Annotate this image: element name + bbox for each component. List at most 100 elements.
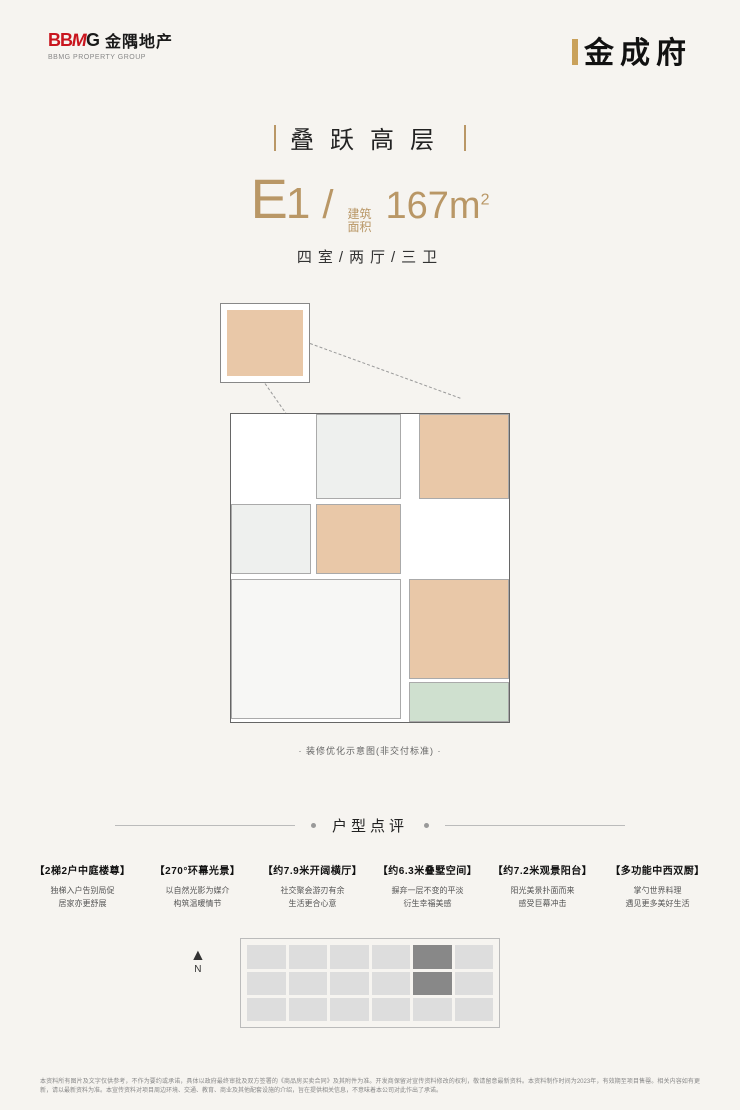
sp-cell [455, 998, 494, 1021]
review-dot-left [311, 823, 316, 828]
unit-code: E1 [251, 166, 309, 231]
room-living [231, 579, 401, 719]
review-line-right [445, 825, 625, 826]
area-sup: 2 [481, 191, 490, 208]
feature-3-p1: 社交聚会游刃有余 [281, 886, 345, 895]
feature-4-desc: 摒弃一层不变的平淡衍生幸福美感 [375, 885, 480, 911]
feature-1: 【2梯2户中庭楼尊】 独梯入户告别局促居家亦更舒展 [30, 862, 135, 911]
sp-cell [330, 998, 369, 1021]
area-num: 167 [386, 185, 449, 227]
floorplan-caption: · 装修优化示意图(非交付标准) · [190, 744, 550, 757]
title-category: 叠跃高层 [274, 120, 466, 155]
sp-cell-hl [413, 945, 452, 968]
room-bedroom-1 [419, 414, 509, 499]
feature-3-title: 【约7.9米开阔横厅】 [260, 862, 365, 877]
review-title: 户型点评 [115, 815, 625, 836]
room-config: 四室/两厅/三卫 [0, 246, 740, 267]
feature-2-desc: 以自然光影为媒介构筑温暖情节 [145, 885, 250, 911]
area-label-2: 面积 [347, 220, 371, 234]
accent-bar [572, 39, 578, 65]
floorplan-upper-level [220, 303, 310, 383]
sp-cell [247, 998, 286, 1021]
logo-left: BBMG 金隅地产 BBMG PROPERTY GROUP [48, 28, 173, 61]
sp-cell [330, 972, 369, 995]
feature-2-p1: 以自然光影为媒介 [166, 886, 230, 895]
compass-n: N [190, 964, 206, 975]
area-value: 167m2 [386, 185, 490, 228]
sp-cell [455, 945, 494, 968]
area-label: 建筑面积 [347, 208, 371, 234]
room-balcony [409, 682, 509, 722]
feature-6-p1: 掌勺世界料理 [634, 886, 682, 895]
sp-cell [455, 972, 494, 995]
logo-bb: BB [48, 30, 72, 51]
unit-number: 1 [286, 179, 308, 228]
feature-4-title: 【约6.3米叠墅空间】 [375, 862, 480, 877]
review-block: 户型点评 【2梯2户中庭楼尊】 独梯入户告别局促居家亦更舒展 【270°环幕光景… [0, 813, 740, 1029]
header: BBMG 金隅地产 BBMG PROPERTY GROUP 金成府 [0, 0, 740, 72]
sp-cell [289, 972, 328, 995]
siteplan: ▲ N [240, 938, 500, 1028]
feature-6-title: 【多功能中西双厨】 [605, 862, 710, 877]
area-unit: m [449, 185, 481, 227]
sp-cell [372, 945, 411, 968]
disclaimer: 本资料所有图片及文字仅供参考，不作为要约或承诺，具体以政府最终审批及双方签署的《… [40, 1078, 700, 1096]
logo-g: G [86, 30, 99, 51]
logo-bbmg: BBMG 金隅地产 [48, 28, 173, 52]
feature-6-p2: 遇见更多美好生活 [626, 899, 690, 908]
room-bedroom-3 [409, 579, 509, 679]
room-kitchen [316, 414, 401, 499]
siteplan-grid [240, 938, 500, 1028]
room-bath [231, 504, 311, 574]
title-unit-row: E1 / 建筑面积 167m2 [0, 166, 740, 234]
feature-5-desc: 阳光美景扑面而来感受巨幕冲击 [490, 885, 595, 911]
compass: ▲ N [190, 948, 206, 975]
feature-5-p1: 阳光美景扑面而来 [511, 886, 575, 895]
sp-cell [372, 972, 411, 995]
feature-1-desc: 独梯入户告别局促居家亦更舒展 [30, 885, 135, 911]
title-bar-right [464, 125, 466, 151]
slash-divider: / [322, 183, 333, 228]
sp-cell [289, 998, 328, 1021]
logo-sub: BBMG PROPERTY GROUP [48, 54, 173, 61]
compass-arrow: ▲ [190, 948, 206, 964]
feature-6: 【多功能中西双厨】 掌勺世界料理遇见更多美好生活 [605, 862, 710, 911]
feature-2-title: 【270°环幕光景】 [145, 862, 250, 877]
review-line-left [115, 825, 295, 826]
sp-cell [247, 972, 286, 995]
feature-4-p1: 摒弃一层不变的平淡 [392, 886, 464, 895]
features-row: 【2梯2户中庭楼尊】 独梯入户告别局促居家亦更舒展 【270°环幕光景】 以自然… [0, 862, 740, 911]
connector-line-1 [310, 343, 461, 399]
feature-5-title: 【约7.2米观景阳台】 [490, 862, 595, 877]
feature-1-title: 【2梯2户中庭楼尊】 [30, 862, 135, 877]
feature-5-p2: 感受巨幕冲击 [519, 899, 567, 908]
sp-cell [330, 945, 369, 968]
feature-4-p2: 衍生幸福美感 [404, 899, 452, 908]
unit-letter: E [251, 167, 286, 230]
sp-cell [289, 945, 328, 968]
feature-5: 【约7.2米观景阳台】 阳光美景扑面而来感受巨幕冲击 [490, 862, 595, 911]
sp-cell [413, 998, 452, 1021]
feature-3: 【约7.9米开阔横厅】 社交聚会游刃有余生活更合心意 [260, 862, 365, 911]
feature-2: 【270°环幕光景】 以自然光影为媒介构筑温暖情节 [145, 862, 250, 911]
project-name: 金成府 [572, 28, 692, 72]
room-bedroom-2 [316, 504, 401, 574]
sp-cell [247, 945, 286, 968]
review-title-text: 户型点评 [332, 815, 408, 836]
area-label-1: 建筑 [347, 207, 371, 221]
sp-cell [372, 998, 411, 1021]
logo-bbmg-mark: BBMG [48, 30, 99, 51]
feature-1-p2: 居家亦更舒展 [59, 899, 107, 908]
sp-cell-hl [413, 972, 452, 995]
floorplan: · 装修优化示意图(非交付标准) · [190, 303, 550, 733]
feature-1-p1: 独梯入户告别局促 [51, 886, 115, 895]
logo-cn: 金隅地产 [105, 28, 173, 52]
project-name-text: 金成府 [584, 37, 692, 70]
review-dot-right [424, 823, 429, 828]
feature-3-desc: 社交聚会游刃有余生活更合心意 [260, 885, 365, 911]
logo-right: 金成府 [572, 28, 692, 72]
floorplan-main [230, 413, 510, 723]
feature-4: 【约6.3米叠墅空间】 摒弃一层不变的平淡衍生幸福美感 [375, 862, 480, 911]
feature-3-p2: 生活更合心意 [289, 899, 337, 908]
title-category-text: 叠跃高层 [290, 120, 450, 155]
